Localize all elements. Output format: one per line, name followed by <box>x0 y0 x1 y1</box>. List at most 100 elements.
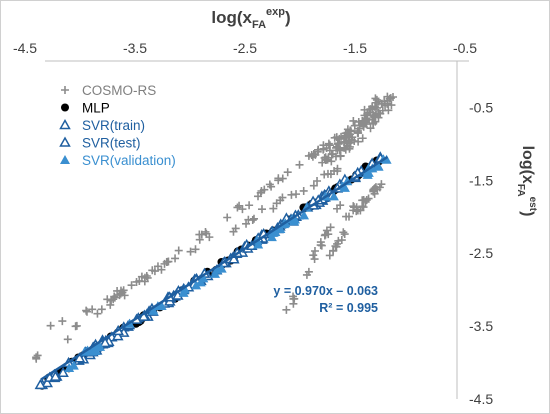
data-point <box>299 210 310 220</box>
data-point <box>324 139 333 148</box>
data-point <box>365 108 374 117</box>
data-point <box>244 215 253 224</box>
data-point <box>377 180 386 189</box>
data-point <box>223 213 232 222</box>
tick-labels: -4.5 -3.5 -2.5 -1.5 -0.5 -0.5 -1.5 -2.5 -3.5 -4.5 <box>13 40 493 407</box>
data-point <box>328 191 339 201</box>
data-point <box>295 160 304 169</box>
data-point <box>195 230 204 239</box>
data-point <box>309 251 318 260</box>
fit-r-squared: R² = 0.995 <box>319 301 378 315</box>
data-point <box>34 378 47 390</box>
data-point <box>369 119 378 128</box>
data-point <box>93 309 102 318</box>
data-point <box>120 291 129 300</box>
data-point <box>339 138 348 147</box>
data-point <box>171 254 180 263</box>
data-point <box>142 272 151 281</box>
data-point <box>174 246 183 255</box>
legend-label: MLP <box>82 101 110 116</box>
x-tick-label: -3.5 <box>123 40 147 56</box>
x-tick-label: -2.5 <box>233 40 257 56</box>
data-point <box>343 128 352 137</box>
data-point <box>73 352 86 363</box>
data-point <box>310 255 319 264</box>
data-point <box>245 201 254 210</box>
data-point <box>355 121 364 130</box>
data-point <box>342 212 351 221</box>
data-point <box>366 124 375 133</box>
data-point <box>339 228 348 237</box>
data-point <box>275 223 286 233</box>
data-point <box>359 195 368 204</box>
data-point <box>334 236 343 245</box>
data-point <box>292 190 301 199</box>
y-tick-label: -1.5 <box>469 172 493 188</box>
data-point <box>282 305 291 314</box>
data-point <box>336 152 345 161</box>
legend-label: SVR(train) <box>82 118 145 133</box>
data-point <box>266 232 277 242</box>
data-point <box>309 181 318 190</box>
data-point <box>111 330 124 341</box>
data-point <box>267 182 276 191</box>
legend-marker <box>61 86 69 94</box>
data-point <box>299 186 308 195</box>
data-point <box>41 376 53 388</box>
data-point <box>374 109 383 118</box>
data-point <box>92 342 103 352</box>
data-point <box>316 241 325 250</box>
data-point <box>372 98 381 107</box>
legend-label: SVR(validation) <box>82 153 176 168</box>
data-point <box>369 111 378 120</box>
data-point <box>150 267 159 276</box>
data-point <box>333 140 342 149</box>
data-point <box>278 174 287 183</box>
data-point <box>307 150 316 159</box>
data-point <box>369 187 378 196</box>
data-point <box>373 161 384 171</box>
data-point <box>358 134 367 143</box>
data-point <box>269 204 278 213</box>
legend: COSMO-RS MLP SVR(train) SVR(test) SVR(valida… <box>59 83 176 168</box>
data-point <box>332 242 341 251</box>
data-point <box>381 154 392 164</box>
data-point <box>310 247 319 256</box>
y-tick-label: -0.5 <box>469 99 493 115</box>
data-point <box>346 127 355 136</box>
x-tick-label: -4.5 <box>13 40 37 56</box>
data-point <box>383 96 392 105</box>
y-tick-label: -2.5 <box>469 245 493 261</box>
data-point <box>313 177 322 186</box>
data-point <box>320 231 329 240</box>
data-point <box>82 307 91 316</box>
data-point <box>58 317 67 326</box>
data-point <box>82 306 91 315</box>
data-point <box>97 305 106 314</box>
data-point <box>276 196 285 205</box>
data-point <box>283 168 292 177</box>
x-tick-label: -1.5 <box>343 40 367 56</box>
legend-marker <box>59 136 71 147</box>
fit-equation: y = 0.970x – 0.063 <box>273 284 378 298</box>
data-point <box>103 295 112 304</box>
data-point <box>198 273 209 283</box>
legend-label: SVR(test) <box>82 136 141 151</box>
data-point <box>32 353 41 362</box>
data-point <box>57 366 69 377</box>
x-tick-label: -0.5 <box>453 40 477 56</box>
data-point <box>88 305 97 314</box>
data-point <box>99 336 111 348</box>
data-point <box>347 135 356 144</box>
data-point <box>250 214 259 223</box>
data-point <box>320 170 329 179</box>
data-point <box>231 224 240 233</box>
data-point <box>179 284 190 294</box>
data-point <box>205 233 214 242</box>
data-point <box>343 141 352 150</box>
data-point <box>368 103 377 112</box>
data-point <box>363 167 374 177</box>
data-point <box>119 286 128 295</box>
data-point <box>360 105 369 114</box>
data-point <box>337 236 346 245</box>
